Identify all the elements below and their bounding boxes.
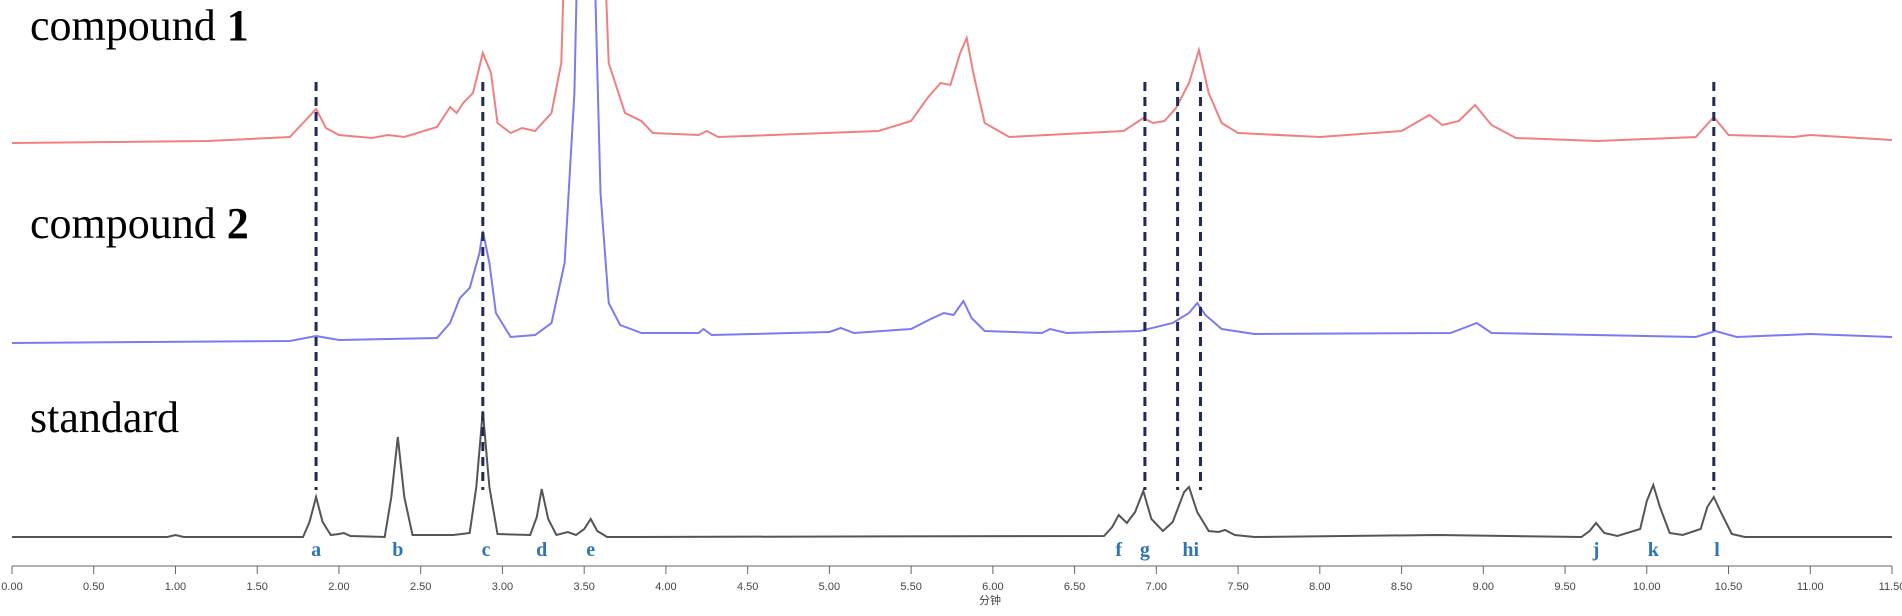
peak-label: c bbox=[482, 539, 491, 561]
x-tick-label: 8.00 bbox=[1309, 581, 1330, 593]
peak-label: e bbox=[586, 539, 595, 561]
x-tick-label: 10.50 bbox=[1715, 581, 1743, 593]
x-tick-label: 2.00 bbox=[328, 581, 349, 593]
series-number: 2 bbox=[227, 199, 249, 248]
x-tick-label: 0.50 bbox=[83, 581, 104, 593]
x-tick-label: 10.00 bbox=[1633, 581, 1661, 593]
trace bbox=[12, 410, 1892, 539]
trace bbox=[11, 0, 1893, 344]
x-tick-label: 6.00 bbox=[982, 581, 1003, 593]
series-label: compound 2 bbox=[30, 199, 249, 248]
x-tick-label: 7.00 bbox=[1146, 581, 1167, 593]
x-tick-label: 3.50 bbox=[573, 581, 594, 593]
x-tick-label: 5.00 bbox=[819, 581, 840, 593]
x-tick-label: 1.00 bbox=[165, 581, 186, 593]
x-tick-label: 4.00 bbox=[655, 581, 676, 593]
peak-label: l bbox=[1714, 539, 1720, 561]
x-tick-label: 0.00 bbox=[1, 581, 22, 593]
peak-label: b bbox=[392, 539, 403, 561]
x-tick-label: 9.00 bbox=[1473, 581, 1494, 593]
peak-label: g bbox=[1140, 539, 1150, 561]
peak-label: d bbox=[536, 539, 547, 561]
series-name: standard bbox=[30, 393, 179, 442]
x-tick-label: 2.50 bbox=[410, 581, 431, 593]
series-number: 1 bbox=[227, 1, 249, 50]
peak-label: k bbox=[1648, 539, 1660, 561]
peak-label: a bbox=[311, 539, 321, 561]
x-tick-label: 9.50 bbox=[1554, 581, 1575, 593]
x-tick-label: 1.50 bbox=[247, 581, 268, 593]
series-name: compound bbox=[30, 199, 216, 248]
trace bbox=[11, 0, 1893, 144]
x-tick-label: 11.50 bbox=[1879, 581, 1902, 593]
x-tick-label: 3.00 bbox=[492, 581, 513, 593]
series-label: compound 1 bbox=[30, 1, 249, 50]
peak-label: f bbox=[1115, 539, 1122, 561]
peak-label: hi bbox=[1182, 539, 1199, 561]
series-label: standard bbox=[30, 393, 179, 442]
x-axis-label: 分钟 bbox=[979, 593, 1001, 607]
x-tick-label: 6.50 bbox=[1064, 581, 1085, 593]
x-tick-label: 7.50 bbox=[1227, 581, 1248, 593]
x-tick-label: 11.00 bbox=[1797, 581, 1824, 593]
peak-label: j bbox=[1592, 539, 1600, 561]
x-tick-label: 8.50 bbox=[1391, 581, 1412, 593]
series-name: compound bbox=[30, 1, 216, 50]
x-tick-label: 5.50 bbox=[900, 581, 921, 593]
x-tick-label: 4.50 bbox=[737, 581, 758, 593]
